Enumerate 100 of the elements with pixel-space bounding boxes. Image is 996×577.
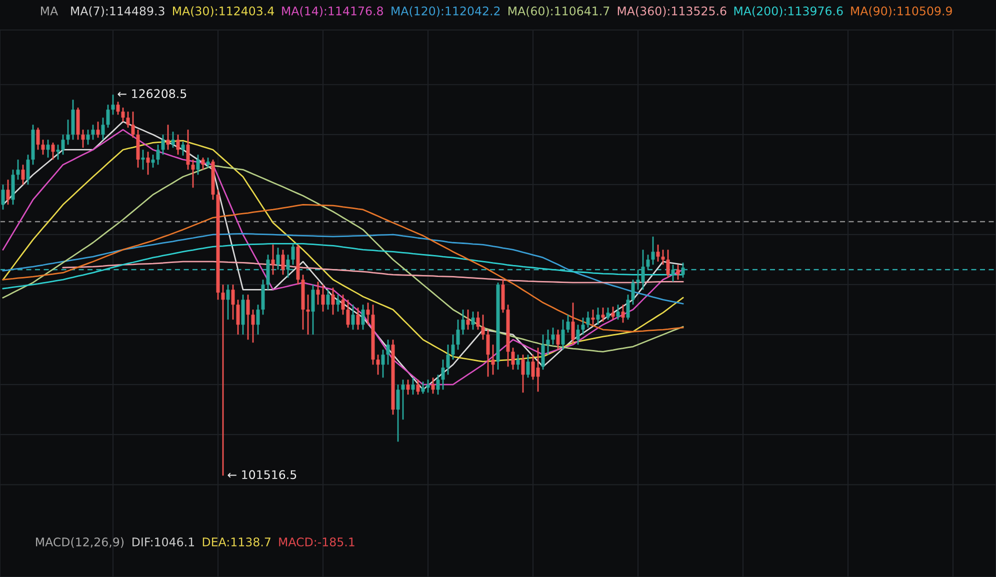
- annotation: MACD:-185.1: [279, 537, 354, 546]
- candlestick: [111, 94, 115, 116]
- candlestick: [666, 249, 670, 278]
- candlestick: [91, 124, 95, 140]
- annotation: DEA:1138.7: [202, 537, 270, 546]
- text: MA(14):114176.8: [282, 6, 383, 17]
- candlestick: [96, 120, 100, 138]
- candlestick: [651, 236, 655, 266]
- candlestick: [46, 139, 50, 158]
- candlestick: [51, 142, 55, 160]
- candlestick: [676, 264, 680, 280]
- candlestick: [226, 284, 230, 320]
- candlestick: [511, 347, 515, 370]
- candlestick: [341, 294, 345, 316]
- candlestick: [376, 354, 380, 376]
- candlestick: [426, 378, 430, 394]
- candlestick: [641, 249, 645, 290]
- annotation: ← 101516.5: [228, 470, 296, 480]
- candlestick: [406, 378, 410, 396]
- candlestick: [121, 106, 125, 122]
- candlestick: [481, 314, 485, 340]
- candlestick: [421, 380, 425, 394]
- candlestick: [166, 124, 170, 150]
- candlestick: [6, 178, 10, 206]
- candlestick: [561, 318, 565, 350]
- candlestick: [451, 334, 455, 360]
- candlestick: [66, 118, 70, 146]
- candlestick: [36, 126, 40, 150]
- chart-title: MA: [41, 6, 58, 16]
- candlestick: [516, 354, 520, 370]
- candlestick: [596, 306, 600, 326]
- candlestick: [401, 378, 405, 420]
- candlestick: [586, 310, 590, 328]
- candlestick: [621, 304, 625, 324]
- annotation: DIF:1046.1: [132, 537, 194, 546]
- candlestick: [116, 101, 120, 116]
- candlestick: [546, 328, 550, 356]
- text: MA(200):113976.6: [734, 6, 843, 17]
- candlestick: [231, 284, 235, 320]
- candlestick: [21, 164, 25, 186]
- candlestick: [446, 344, 450, 376]
- candlestick: [146, 151, 150, 176]
- text: MA(90):110509.9: [851, 6, 952, 17]
- text: MA(30):112403.4: [173, 6, 274, 17]
- candlestick: [281, 249, 285, 276]
- candlestick: [671, 264, 675, 282]
- candlestick: [541, 334, 545, 370]
- candlestick: [351, 304, 355, 330]
- candlestick: [276, 247, 280, 270]
- candlestick: [626, 294, 630, 320]
- candlestick: [646, 254, 650, 270]
- candlestick: [521, 354, 525, 394]
- candlestick: [246, 294, 250, 340]
- candlestick: [26, 154, 30, 186]
- candlestick: [81, 128, 85, 148]
- candlestick: [106, 104, 110, 128]
- candlestick: [181, 141, 185, 156]
- candlestick: [471, 310, 475, 330]
- candlestick: [611, 306, 615, 320]
- candlestick: [191, 158, 195, 188]
- candlestick: [331, 286, 335, 316]
- candlestick: [316, 280, 320, 306]
- candlestick: [251, 308, 255, 344]
- candlestick: [396, 384, 400, 442]
- candlestick: [196, 154, 200, 176]
- candlestick: [61, 134, 65, 156]
- candlestick: [366, 302, 370, 326]
- candlestick: [346, 299, 350, 328]
- candlestick: [571, 302, 575, 346]
- candlestick: [566, 314, 570, 334]
- candlestick: [431, 376, 435, 394]
- candlestick: [171, 130, 175, 148]
- candlestick: [306, 294, 310, 336]
- candlestick: [416, 378, 420, 396]
- candlestick: [536, 347, 540, 392]
- annotation: ← 126208.5: [118, 89, 186, 98]
- candlestick: [206, 156, 210, 168]
- candlestick: [601, 306, 605, 322]
- text: MA(120):112042.2: [392, 6, 500, 17]
- candlestick: [256, 304, 260, 336]
- candlestick: [616, 304, 620, 320]
- candlestick: [576, 324, 580, 346]
- candlestick: [551, 326, 555, 346]
- candlestick: [291, 243, 295, 266]
- candlestick: [16, 158, 20, 180]
- annotation: MACD(12,26,9): [36, 537, 124, 548]
- candlestick: [321, 284, 325, 312]
- candlestick: [141, 149, 145, 170]
- candlestick: [41, 139, 45, 156]
- candlestick: [526, 354, 530, 378]
- candlestick: [221, 284, 225, 476]
- candlestick: [86, 128, 90, 146]
- text: MA(360):113525.6: [618, 6, 726, 17]
- candlestick: [271, 244, 275, 276]
- candlestick: [56, 144, 60, 160]
- candlestick: [161, 134, 165, 156]
- candlestick: [456, 318, 460, 350]
- candlestick: [326, 288, 330, 310]
- candlestick: [1, 184, 5, 210]
- candlestick: [101, 116, 105, 140]
